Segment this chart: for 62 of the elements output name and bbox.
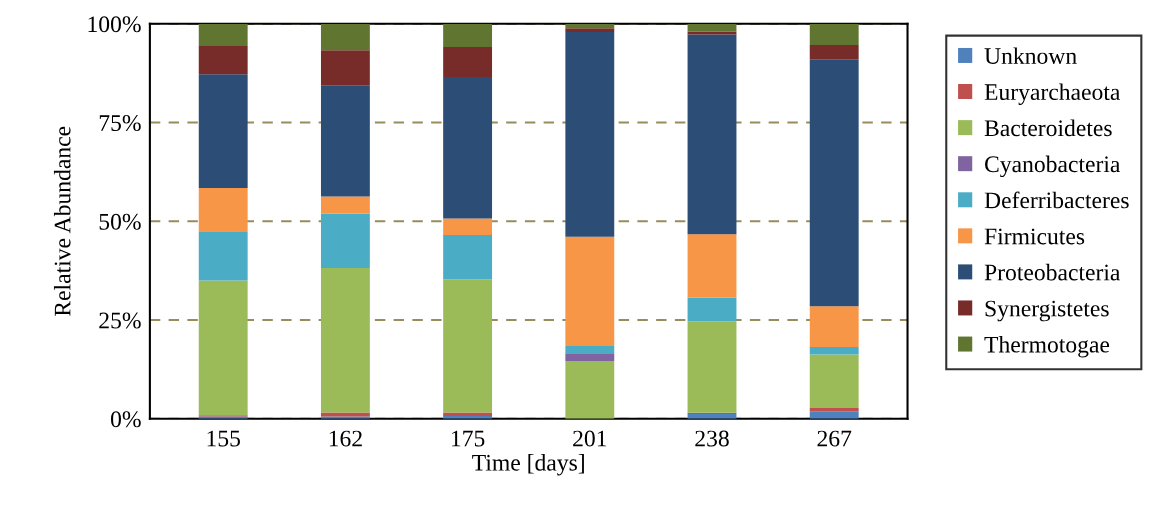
bar — [198, 188, 248, 232]
y-tick-label: 75% — [99, 115, 141, 132]
bar — [320, 412, 370, 417]
legend-label: Bacteroidetes — [984, 119, 1112, 137]
x-tick-label: 162 — [329, 430, 362, 447]
bar — [443, 47, 493, 78]
legend-label: Firmicutes — [984, 228, 1085, 245]
bar — [565, 361, 615, 419]
x-tick-label: 267 — [817, 430, 852, 447]
y-tick-label: 50% — [99, 213, 141, 230]
bar — [809, 306, 859, 347]
bar — [809, 408, 859, 412]
bar — [443, 77, 493, 219]
bar — [809, 59, 859, 307]
y-tick-label: 100% — [88, 16, 141, 33]
bar — [809, 45, 859, 60]
bar — [565, 23, 615, 29]
bar — [320, 213, 370, 268]
x-tick-label: 155 — [207, 430, 240, 447]
bar — [809, 23, 859, 46]
bar — [443, 279, 493, 413]
x-tick-label: 201 — [573, 430, 607, 447]
bar — [198, 45, 248, 75]
y-tick-label: 0% — [110, 411, 141, 428]
legend-label: Thermotogae — [984, 336, 1110, 358]
bar — [443, 218, 493, 236]
legend-label: Deferribacteres — [984, 191, 1129, 209]
bar — [687, 23, 737, 32]
bar — [320, 23, 370, 51]
bar — [320, 196, 370, 214]
bar — [565, 32, 615, 237]
bar — [687, 34, 737, 235]
bar — [809, 411, 859, 419]
bar — [320, 267, 370, 413]
bar — [198, 74, 248, 189]
bar — [320, 85, 370, 197]
bar — [565, 346, 615, 354]
bar — [443, 235, 493, 280]
legend-label: Proteobacteria — [984, 263, 1121, 281]
legend-label: Euryarchaeota — [984, 83, 1121, 105]
x-tick-label: 238 — [695, 430, 729, 447]
bar — [687, 297, 737, 322]
y-axis-title: Relative Abundance — [53, 126, 71, 316]
bar — [320, 50, 370, 86]
bar — [565, 28, 615, 33]
bar — [198, 280, 248, 416]
y-tick-label: 25% — [99, 312, 141, 329]
bar — [198, 23, 248, 46]
bar — [565, 236, 615, 347]
bar — [443, 23, 493, 48]
x-tick-label: 175 — [451, 430, 485, 447]
bar — [687, 321, 737, 413]
bar — [809, 354, 859, 409]
bar — [809, 346, 859, 355]
x-axis-title: Time [days] — [472, 454, 584, 476]
bar — [687, 234, 737, 298]
bar — [443, 412, 493, 417]
bar — [565, 353, 615, 362]
legend-label: Synergistetes — [985, 300, 1109, 322]
bar — [198, 231, 248, 281]
legend-label: Unknown — [984, 47, 1077, 65]
legend-label: Cyanobacteria — [985, 155, 1121, 178]
